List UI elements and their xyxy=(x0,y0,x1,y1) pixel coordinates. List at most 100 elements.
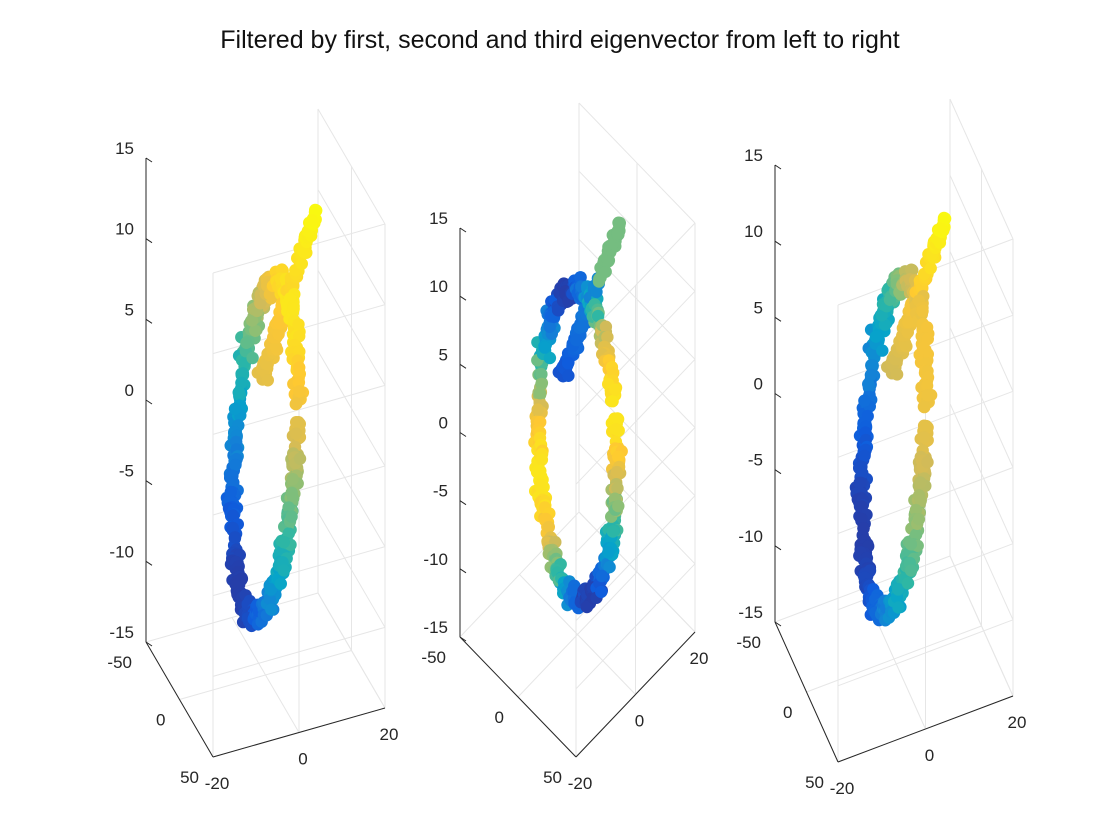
scatter-point xyxy=(876,344,889,357)
scatter-point xyxy=(891,583,905,596)
scatter-point xyxy=(306,213,319,227)
scatter-point xyxy=(857,522,870,535)
scatter-point xyxy=(869,330,883,343)
z-tick-label: -5 xyxy=(119,462,134,481)
axis-lines xyxy=(774,164,1014,763)
x-tick-label: 20 xyxy=(1008,713,1027,732)
scatter-point xyxy=(892,601,905,614)
scatter-point xyxy=(856,466,869,480)
z-tick xyxy=(145,480,153,486)
scatter-point xyxy=(862,378,875,391)
scatter-point xyxy=(286,473,299,486)
z-tick-label: 15 xyxy=(744,146,763,165)
scatter-point xyxy=(599,320,613,333)
scatter-point xyxy=(875,309,888,322)
scatter-point xyxy=(606,395,619,408)
z-tick xyxy=(145,399,153,405)
z-tick xyxy=(459,432,467,437)
scatter-point xyxy=(570,333,583,347)
scatter-point xyxy=(261,374,274,387)
z-tick-label: -10 xyxy=(423,550,448,569)
scatter-point xyxy=(912,513,926,526)
scatter-point xyxy=(228,402,242,416)
z-tick-label: -15 xyxy=(423,618,448,637)
scatter-point xyxy=(595,585,608,599)
scatter-point xyxy=(272,328,285,341)
axis-lines xyxy=(459,227,696,758)
scatter-point xyxy=(858,394,871,407)
scatter-point xyxy=(921,456,934,469)
scatter-point xyxy=(227,476,240,489)
z-tick-label: -10 xyxy=(109,542,134,561)
x-tick-label: 20 xyxy=(690,649,709,668)
scatter-point xyxy=(902,316,915,329)
scatter-point xyxy=(609,383,622,396)
scatter-point xyxy=(295,257,308,270)
y-tick-label: 0 xyxy=(156,711,165,730)
scatter-point xyxy=(599,265,612,278)
x-axis-line xyxy=(837,695,1014,763)
grid-lines xyxy=(459,102,696,758)
scatter-point xyxy=(904,564,918,577)
z-tick-label: 5 xyxy=(754,298,763,317)
scatter-point xyxy=(285,510,298,523)
scatter-point xyxy=(235,376,248,389)
scatter-point xyxy=(232,386,246,399)
scatter-point xyxy=(855,512,868,525)
grid-line xyxy=(231,617,300,733)
scatter-point xyxy=(866,359,879,372)
scatter-point xyxy=(535,377,548,391)
scatter-point xyxy=(274,577,287,590)
scatter-point xyxy=(858,449,871,462)
z-tick-label: 15 xyxy=(115,139,134,158)
z-tick-label: -10 xyxy=(738,527,763,546)
scatter-point xyxy=(543,320,556,333)
scatter-point xyxy=(601,252,614,266)
z-tick xyxy=(459,500,467,506)
scatter-point xyxy=(901,577,915,590)
scatter-point xyxy=(273,316,286,329)
scatter-point xyxy=(611,482,624,495)
scatter-point xyxy=(853,476,866,490)
z-tick xyxy=(145,318,153,324)
scatter-point xyxy=(292,318,305,331)
y-tick-label: 0 xyxy=(783,703,792,722)
figure-title: Filtered by first, second and third eige… xyxy=(220,26,900,54)
scatter-point xyxy=(603,560,616,574)
x-tick-label: 0 xyxy=(925,746,934,765)
scatter-point xyxy=(277,536,290,549)
scatter-point xyxy=(611,412,624,425)
y-axis-line xyxy=(459,636,577,758)
z-tick-label: 0 xyxy=(439,414,448,433)
scatter-point xyxy=(901,326,914,339)
y-axis-line xyxy=(774,621,839,763)
x-axis-line xyxy=(575,631,696,758)
scatter-point xyxy=(254,297,267,310)
scatter-point xyxy=(606,525,620,538)
z-tick xyxy=(459,636,467,642)
scatter-point xyxy=(914,494,927,507)
scatter-point xyxy=(543,351,557,365)
scatter-point xyxy=(277,564,291,577)
scatter-point xyxy=(289,427,303,440)
scatter-point xyxy=(224,485,237,499)
scatter-point xyxy=(920,379,934,392)
z-tick xyxy=(145,641,153,647)
x-tick-label: 0 xyxy=(298,750,307,769)
z-tick xyxy=(459,295,467,301)
x-tick-label: -20 xyxy=(568,774,593,793)
scatter-points xyxy=(849,211,952,627)
y-tick-label: -50 xyxy=(421,648,446,667)
y-tick-label: 50 xyxy=(180,768,199,787)
axis-lines xyxy=(145,157,386,758)
y-tick-label: -50 xyxy=(107,653,132,672)
z-tick xyxy=(774,164,782,170)
scatter-point xyxy=(293,385,306,398)
z-tick xyxy=(459,227,467,233)
z-tick-label: 10 xyxy=(115,220,134,239)
